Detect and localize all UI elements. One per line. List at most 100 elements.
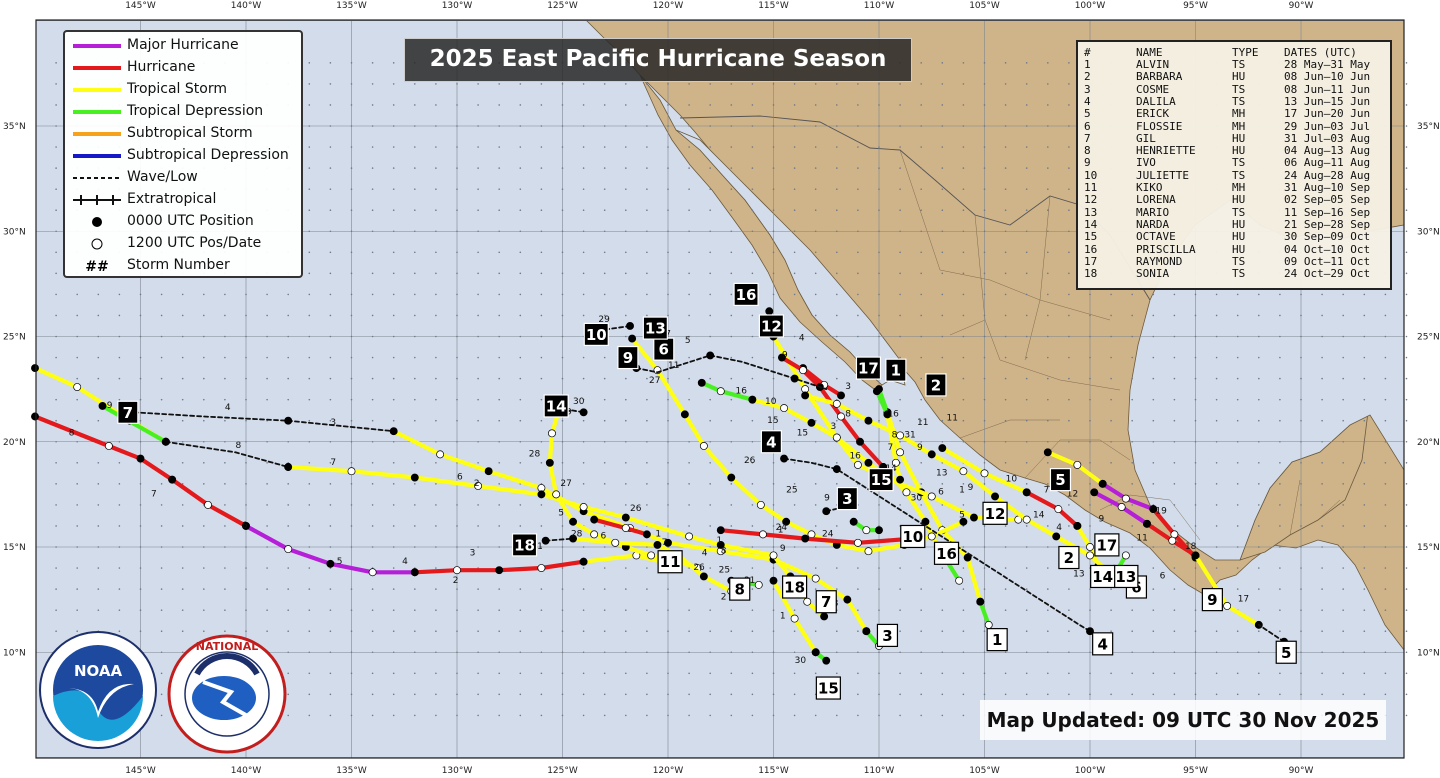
grid-dot	[55, 230, 57, 233]
grid-dot	[899, 314, 901, 317]
track-date-label: 11	[947, 414, 958, 424]
grid-dot	[1258, 609, 1260, 611]
grid-dot	[392, 630, 395, 632]
grid-dot	[350, 462, 353, 464]
storm-table-cell-dates: 30 Sep–09 Oct	[1284, 230, 1371, 244]
grid-dot	[329, 609, 332, 611]
grid-dot	[1236, 693, 1239, 696]
grid-dot	[1004, 356, 1007, 359]
grid-dot	[751, 230, 754, 233]
grid-dot	[751, 356, 754, 359]
grid-dot	[392, 398, 395, 401]
grid-dot	[1342, 609, 1344, 611]
grid-dot	[582, 440, 585, 443]
track-segment-ts	[885, 410, 983, 604]
grid-dot	[878, 504, 880, 506]
track-date-label: 3	[845, 382, 851, 392]
grid-dot	[540, 272, 543, 275]
grid-dot	[793, 504, 796, 506]
track-pos-0000utc	[872, 387, 881, 396]
grid-dot	[941, 104, 944, 106]
grid-dot	[1300, 483, 1302, 485]
grid-dot	[1004, 293, 1007, 296]
grid-dot	[941, 230, 944, 233]
storm-number-marker-7: 7	[815, 590, 837, 614]
grid-dot	[203, 398, 205, 401]
grid-dot	[899, 419, 901, 422]
axis-tick-labels: 145°W145°W140°W140°W135°W135°W130°W130°W…	[3, 1, 1440, 776]
grid-dot	[1025, 651, 1028, 654]
grid-dot	[962, 651, 965, 654]
track-date-label: 18	[1185, 542, 1197, 552]
grid-dot	[836, 672, 838, 675]
grid-dot	[76, 440, 78, 443]
grid-dot	[646, 630, 648, 632]
grid-dot	[1068, 525, 1070, 527]
grid-dot	[392, 335, 395, 338]
grid-dot	[203, 546, 205, 548]
grid-dot	[1173, 483, 1176, 485]
grid-dot	[456, 104, 458, 106]
grid-dot	[688, 672, 690, 675]
grid-dot	[498, 419, 501, 422]
grid-dot	[350, 230, 353, 233]
grid-dot	[203, 630, 205, 632]
grid-dot	[962, 398, 965, 401]
grid-dot	[751, 377, 754, 380]
storm-number-box	[836, 486, 858, 511]
grid-dot	[1279, 335, 1281, 338]
track-pos-0000utc	[1143, 519, 1151, 528]
grid-dot	[266, 293, 268, 296]
grid-dot	[266, 504, 268, 506]
grid-dot	[1025, 146, 1028, 148]
grid-dot	[793, 609, 796, 611]
grid-dot	[836, 630, 838, 632]
grid-dot	[1363, 356, 1366, 359]
storm-number-text: 18	[784, 578, 805, 596]
grid-dot	[97, 335, 100, 338]
grid-dot	[540, 440, 543, 443]
grid-dot	[836, 462, 838, 464]
legend-label: Hurricane	[127, 59, 196, 75]
grid-dot	[540, 525, 543, 527]
grid-dot	[646, 651, 648, 654]
grid-dot	[709, 462, 711, 464]
storm-table-cell-name: ALVIN	[1136, 58, 1170, 71]
track-date-label: 25	[719, 565, 730, 575]
grid-dot	[118, 630, 121, 632]
grid-dot	[350, 62, 353, 64]
grid-dot	[1004, 188, 1007, 190]
grid-dot	[772, 419, 775, 422]
grid-dot	[435, 251, 437, 254]
storm-number-box	[815, 676, 841, 700]
grid-dot	[224, 440, 226, 443]
grid-dot	[1025, 251, 1028, 254]
grid-dot	[160, 714, 163, 717]
track-pos-0000utc	[777, 353, 786, 362]
lon-tick-top: 90°W	[1289, 1, 1314, 11]
storm-table-cell-name: MARIO	[1136, 205, 1170, 219]
grid-dot	[224, 293, 226, 296]
grid-dot	[709, 651, 711, 654]
grid-dot	[688, 146, 690, 148]
track-pos-0000utc	[1098, 479, 1107, 488]
grid-dot	[1384, 377, 1387, 380]
legend-symbol-graphic	[73, 66, 121, 70]
grid-dot	[287, 525, 290, 527]
grid-dot	[1110, 693, 1112, 696]
track-pos-0000utc	[959, 517, 968, 526]
track-date-label: 6	[457, 473, 463, 483]
lat-tick-left: 10°N	[3, 648, 26, 658]
grid-dot	[1173, 672, 1176, 675]
grid-dot	[203, 293, 205, 296]
grid-dot	[350, 672, 353, 675]
grid-dot	[941, 504, 944, 506]
grid-dot	[730, 335, 733, 338]
grid-dot	[1342, 651, 1344, 654]
storm-number-box	[1090, 564, 1116, 589]
grid-dot	[561, 714, 564, 717]
track-pos-0000utc	[801, 534, 810, 543]
grid-dot	[540, 672, 543, 675]
storm-number-box	[617, 345, 639, 370]
grid-dot	[1215, 693, 1218, 696]
